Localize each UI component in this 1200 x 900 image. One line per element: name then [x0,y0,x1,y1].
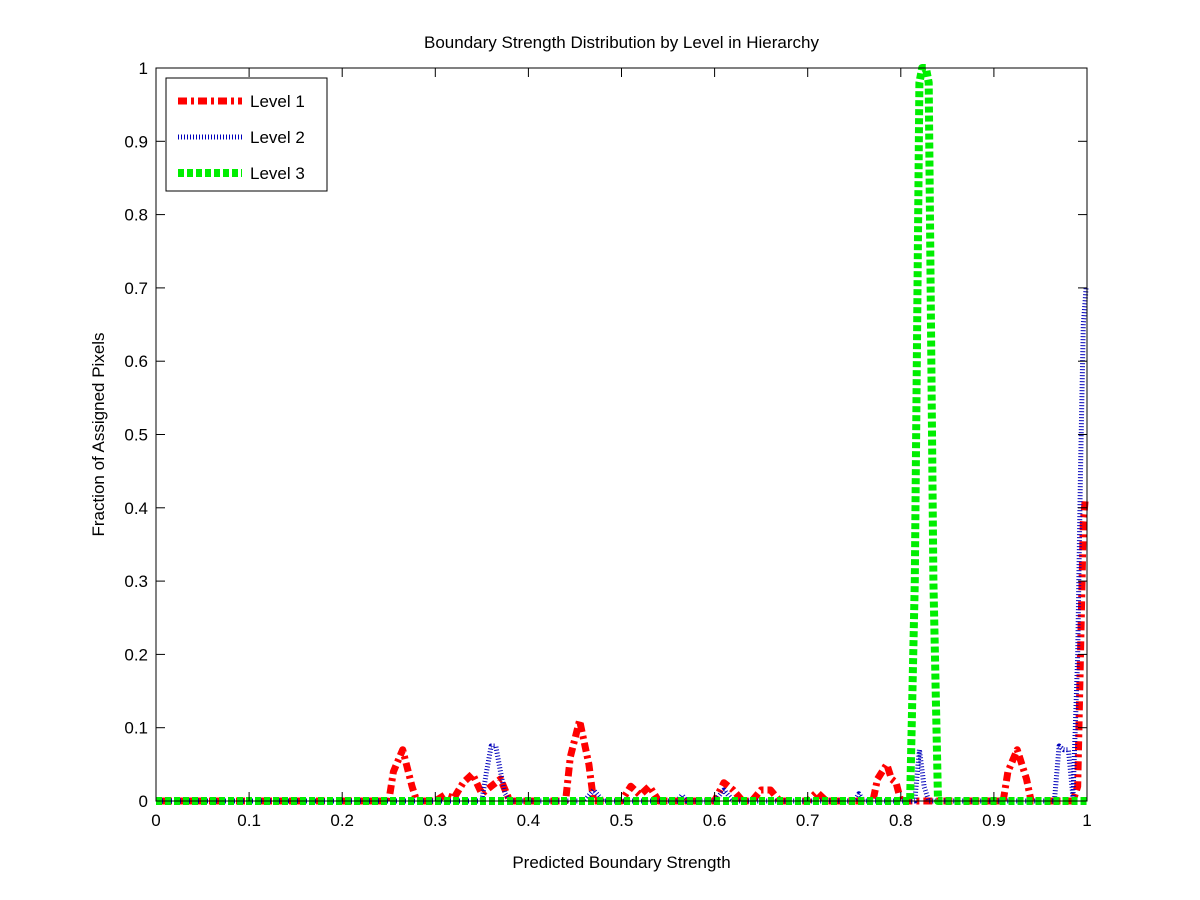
chart-title: Boundary Strength Distribution by Level … [424,33,819,52]
x-tick-label: 0.5 [610,811,634,830]
x-tick-label: 0.7 [796,811,820,830]
x-tick-label: 0.4 [517,811,541,830]
legend-label-level-1: Level 1 [250,92,305,111]
x-tick-label: 0.9 [982,811,1006,830]
legend-label-level-2: Level 2 [250,128,305,147]
y-tick-label: 0.6 [124,352,148,371]
y-tick-label: 0.7 [124,279,148,298]
y-tick-label: 0.2 [124,645,148,664]
y-tick-label: 1 [139,59,148,78]
ticks-layer: 0 0.1 0.2 0.3 0.4 0.5 0.6 0.7 0.8 0.9 1 0 0.1 0.2 0.3 0… [124,59,1091,830]
x-axis-label: Predicted Boundary Strength [512,853,730,872]
x-tick-label: 0.2 [330,811,354,830]
y-tick-label: 0.1 [124,719,148,738]
x-tick-label: 1 [1082,811,1091,830]
y-tick-label: 0.3 [124,572,148,591]
x-tick-label: 0.6 [703,811,727,830]
x-tick-label: 0.3 [423,811,447,830]
y-tick-label: 0.9 [124,132,148,151]
series-line-level-1 [156,497,1089,805]
x-tick-label: 0 [151,811,160,830]
legend: Level 1 Level 2 Level 3 [165,77,328,192]
x-tick-label: 0.8 [889,811,913,830]
x-tick-label: 0.1 [237,811,261,830]
legend-label-level-3: Level 3 [250,164,305,183]
y-tick-label: 0.5 [124,426,148,445]
y-axis-label: Fraction of Assigned Pixels [89,332,108,536]
y-tick-label: 0.8 [124,206,148,225]
y-tick-label: 0 [139,792,148,811]
y-tick-label: 0.4 [124,499,148,518]
